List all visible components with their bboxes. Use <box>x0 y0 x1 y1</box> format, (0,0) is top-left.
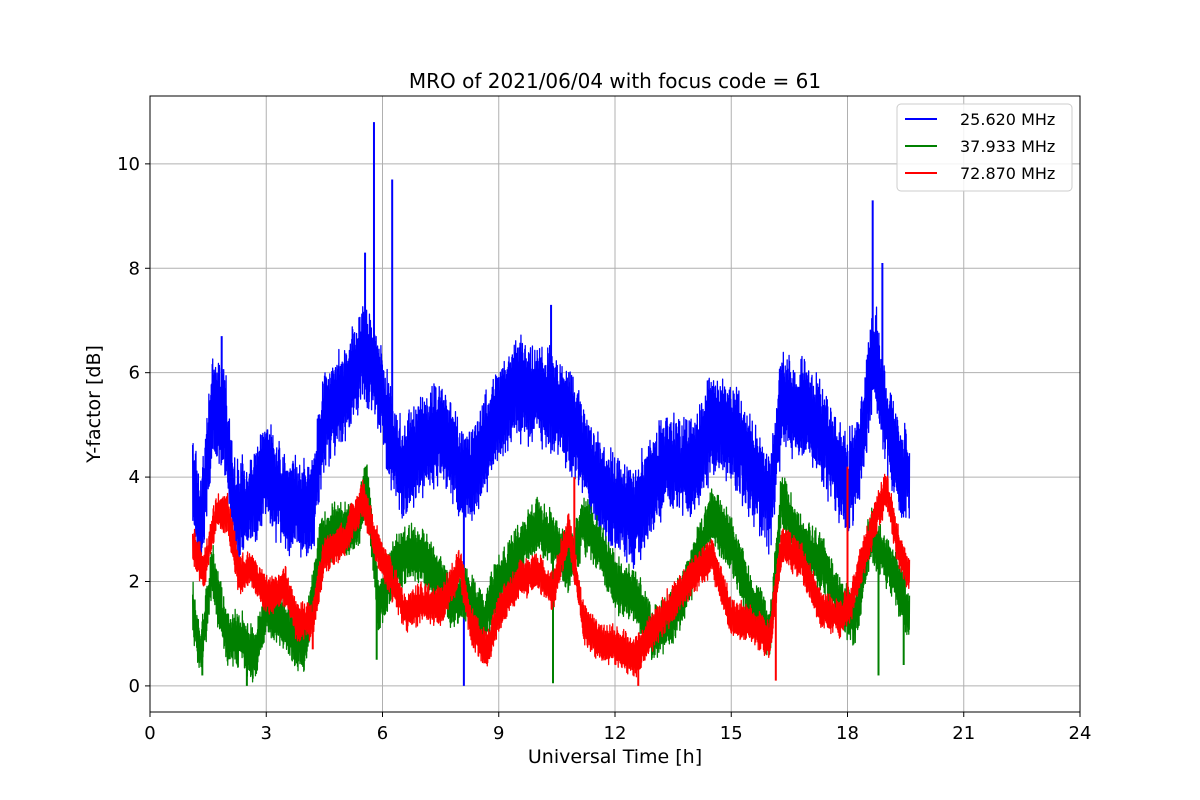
y-axis-label: Y-factor [dB] <box>83 345 105 464</box>
x-tick-label: 24 <box>1069 723 1092 744</box>
x-tick-label: 9 <box>493 723 504 744</box>
legend-box <box>896 103 1073 192</box>
y-tick-label: 0 <box>129 676 140 697</box>
y-tick-label: 2 <box>129 571 140 592</box>
series-line <box>191 473 911 678</box>
x-tick-label: 6 <box>377 723 388 744</box>
x-tick-label: 15 <box>720 723 743 744</box>
legend: 25.620 MHz 37.933 MHz 72.870 MHz <box>896 103 1073 192</box>
x-tick-label: 12 <box>604 723 627 744</box>
legend-label: 37.933 MHz <box>960 137 1055 156</box>
series-lines <box>191 122 911 686</box>
chart-title: MRO of 2021/06/04 with focus code = 61 <box>409 69 821 93</box>
x-tick-label: 18 <box>836 723 859 744</box>
x-tick-label: 3 <box>261 723 272 744</box>
series-line <box>191 464 911 683</box>
x-tick-label: 21 <box>952 723 975 744</box>
x-tick-label: 0 <box>144 723 155 744</box>
x-axis-label: Universal Time [h] <box>528 746 702 768</box>
legend-label: 25.620 MHz <box>960 110 1055 129</box>
y-tick-label: 10 <box>117 154 140 175</box>
y-tick-label: 4 <box>129 467 140 488</box>
y-tick-label: 8 <box>129 258 140 279</box>
y-tick-label: 6 <box>129 363 140 384</box>
legend-label: 72.870 MHz <box>960 164 1055 183</box>
